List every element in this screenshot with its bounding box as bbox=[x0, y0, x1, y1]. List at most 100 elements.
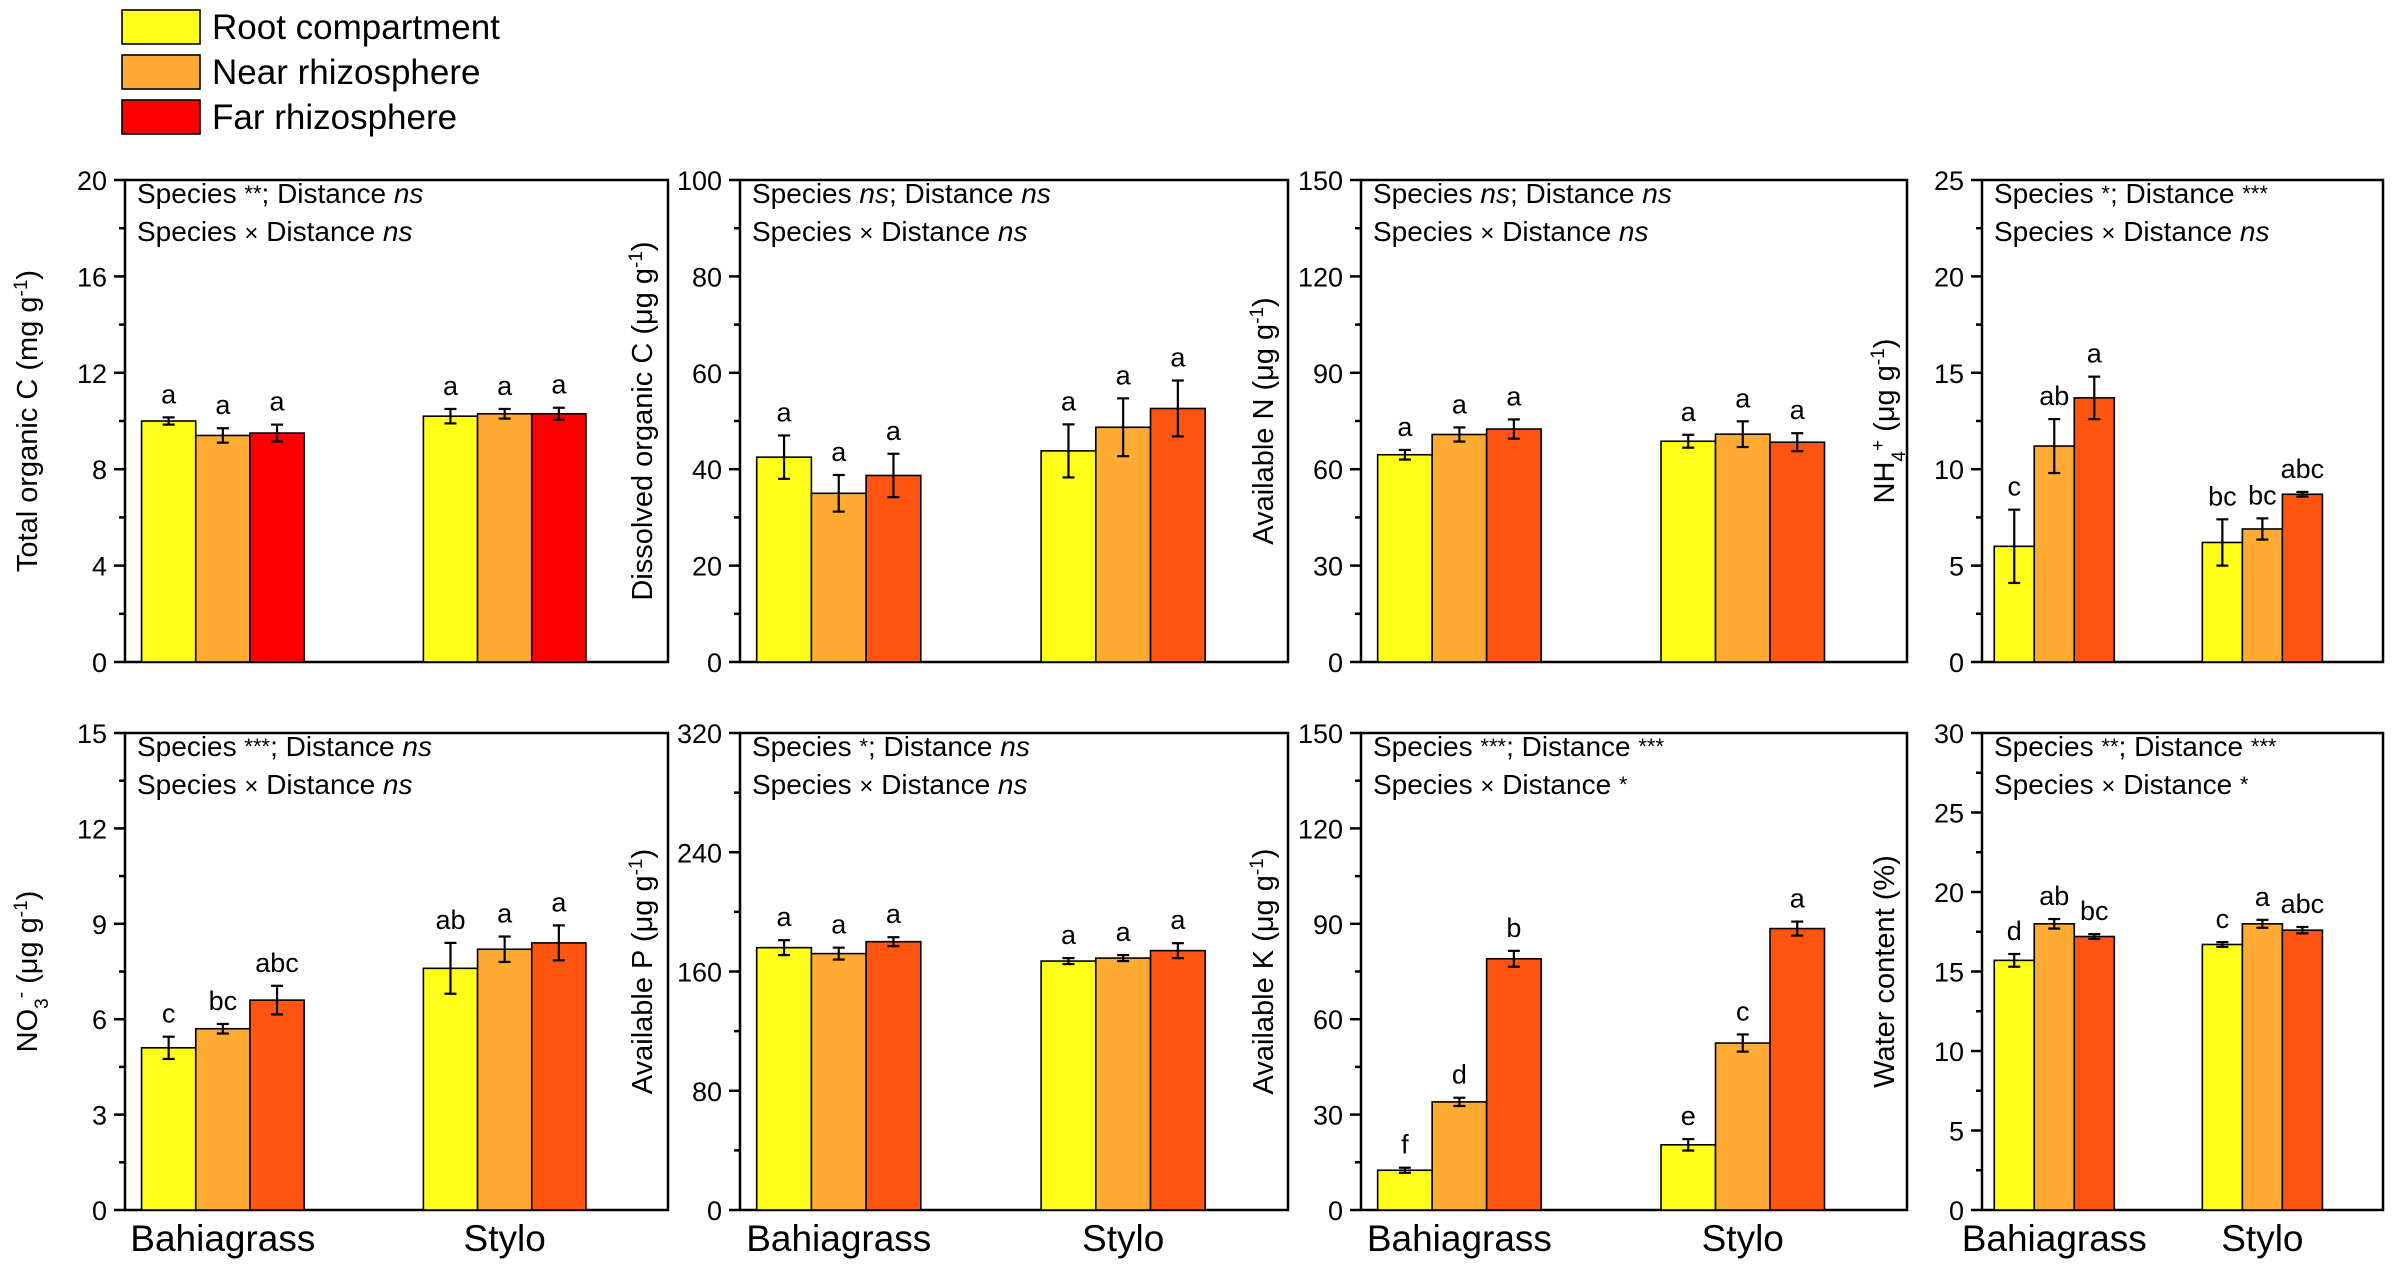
bar-bahiagrass-2 bbox=[1485, 957, 1542, 1211]
y-axis-title: Dissolved organic C (μg g-1) bbox=[626, 241, 660, 600]
stats-annotation-interaction: Species × Distance * bbox=[1994, 769, 2249, 800]
legend-swatch-0 bbox=[121, 9, 201, 45]
significance-letter: a bbox=[886, 899, 902, 929]
y-tick-label: 150 bbox=[1298, 719, 1343, 749]
y-tick-label: 20 bbox=[692, 552, 722, 582]
stats-annotation-main: Species ***; Distance ns bbox=[137, 731, 432, 762]
bar-stylo-2 bbox=[1149, 949, 1206, 1211]
significance-letter: d bbox=[2007, 916, 2022, 946]
bar-bahiagrass-2 bbox=[2073, 397, 2116, 663]
y-tick-label: 30 bbox=[1313, 1101, 1343, 1131]
bar-bahiagrass-1 bbox=[1431, 1101, 1488, 1211]
bar-bahiagrass-2 bbox=[249, 432, 305, 663]
significance-letter: c bbox=[1736, 996, 1750, 1026]
bar-stylo-0 bbox=[1660, 440, 1717, 663]
y-tick-label: 90 bbox=[1313, 910, 1343, 940]
significance-letter: a bbox=[777, 397, 793, 427]
category-label: Bahiagrass bbox=[1367, 1218, 1552, 1259]
y-tick-label: 30 bbox=[1934, 719, 1964, 749]
panels: 0 4 8 12 16 20 a a a a a a Species **; Distance ns Sp… bbox=[11, 166, 2385, 1259]
legend-label-2: Far rhizosphere bbox=[212, 98, 457, 137]
bar-bahiagrass-2 bbox=[865, 474, 922, 663]
significance-letter: a bbox=[831, 437, 847, 467]
y-tick-label: 60 bbox=[1313, 455, 1343, 485]
significance-letter: a bbox=[161, 379, 177, 409]
bar-stylo-0 bbox=[1040, 450, 1097, 663]
y-tick-label: 15 bbox=[1934, 359, 1964, 389]
y-tick-label: 60 bbox=[692, 359, 722, 389]
panel-total-organic-c: 0 4 8 12 16 20 a a a a a a Species **; Distance ns Sp… bbox=[11, 166, 670, 678]
legend-swatch-1 bbox=[121, 54, 201, 90]
significance-letter: a bbox=[1116, 917, 1132, 947]
significance-letter: abc bbox=[2281, 454, 2325, 484]
bar-stylo-2 bbox=[2281, 929, 2324, 1211]
category-label: Stylo bbox=[464, 1218, 546, 1259]
bar-bahiagrass-1 bbox=[194, 434, 251, 663]
significance-letter: a bbox=[2087, 339, 2103, 369]
y-tick-label: 0 bbox=[1949, 648, 1964, 678]
bar-bahiagrass-2 bbox=[2073, 935, 2116, 1211]
y-tick-label: 0 bbox=[1328, 648, 1343, 678]
y-tick-label: 320 bbox=[677, 719, 722, 749]
panel-available-k: 0 30 60 90 120 150 f d b Bahiagrass e c a Stylo Specie… bbox=[1247, 719, 1909, 1259]
y-tick-label: 12 bbox=[77, 359, 107, 389]
stats-annotation-main: Species *; Distance *** bbox=[1994, 178, 2268, 209]
stats-annotation-interaction: Species × Distance ns bbox=[752, 769, 1028, 800]
category-label: Bahiagrass bbox=[130, 1218, 315, 1259]
bar-bahiagrass-0 bbox=[140, 420, 197, 663]
legend: Root compartment Near rhizosphere Far rhiz… bbox=[121, 8, 500, 137]
significance-letter: a bbox=[1790, 395, 1806, 425]
category-label: Stylo bbox=[2221, 1218, 2303, 1259]
significance-letter: ab bbox=[435, 905, 465, 935]
y-tick-label: 3 bbox=[92, 1101, 107, 1131]
y-tick-label: 30 bbox=[1313, 552, 1343, 582]
significance-letter: a bbox=[1061, 920, 1077, 950]
significance-letter: a bbox=[1452, 389, 1468, 419]
bar-stylo-2 bbox=[1149, 407, 1206, 663]
significance-letter: a bbox=[443, 371, 459, 401]
y-tick-label: 240 bbox=[677, 838, 722, 868]
bar-stylo-2 bbox=[1769, 927, 1826, 1211]
stats-annotation-interaction: Species × Distance ns bbox=[752, 216, 1028, 247]
y-tick-label: 100 bbox=[677, 166, 722, 196]
significance-letter: a bbox=[1397, 412, 1413, 442]
y-tick-label: 160 bbox=[677, 958, 722, 988]
significance-letter: a bbox=[777, 902, 793, 932]
bar-bahiagrass-1 bbox=[810, 952, 867, 1211]
panel-dissolved-organic-c: 0 20 40 60 80 100 a a a a a a Species ns; Distance n… bbox=[626, 166, 1290, 678]
stats-annotation-interaction: Species × Distance * bbox=[1373, 769, 1628, 800]
bar-stylo-1 bbox=[476, 412, 533, 663]
significance-letter: a bbox=[1735, 383, 1751, 413]
stats-annotation-interaction: Species × Distance ns bbox=[137, 216, 413, 247]
stats-annotation-interaction: Species × Distance ns bbox=[1373, 216, 1649, 247]
y-tick-label: 20 bbox=[1934, 878, 1964, 908]
bar-bahiagrass-0 bbox=[1993, 959, 2036, 1211]
y-axis-title: Water content (%) bbox=[1869, 855, 1901, 1088]
y-axis-title: NO3- (μg g-1) bbox=[11, 891, 53, 1053]
significance-letter: a bbox=[215, 390, 231, 420]
bar-bahiagrass-1 bbox=[1431, 433, 1488, 663]
y-tick-label: 0 bbox=[707, 648, 722, 678]
bar-stylo-1 bbox=[2241, 528, 2284, 663]
bar-bahiagrass-2 bbox=[1485, 428, 1542, 663]
panel-available-n: 0 30 60 90 120 150 a a a a a a Species ns; Distance … bbox=[1247, 166, 1909, 678]
y-tick-label: 0 bbox=[1949, 1196, 1964, 1226]
significance-letter: a bbox=[497, 899, 513, 929]
panel-available-p: 0 80 160 240 320 a a a Bahiagrass a a a Stylo Species… bbox=[626, 719, 1290, 1259]
bar-bahiagrass-0 bbox=[1376, 1169, 1433, 1211]
y-tick-label: 5 bbox=[1949, 552, 1964, 582]
significance-letter: bc bbox=[209, 986, 238, 1016]
significance-letter: abc bbox=[255, 948, 299, 978]
bar-stylo-1 bbox=[476, 948, 533, 1211]
bar-stylo-1 bbox=[1714, 433, 1771, 663]
y-tick-label: 80 bbox=[692, 1077, 722, 1107]
bar-bahiagrass-0 bbox=[755, 946, 813, 1211]
bar-stylo-2 bbox=[530, 412, 587, 663]
bar-stylo-1 bbox=[1095, 426, 1152, 663]
stats-annotation-main: Species **; Distance ns bbox=[137, 178, 423, 209]
y-axis-title: Total organic C (mg g-1) bbox=[11, 270, 45, 572]
legend-label-0: Root compartment bbox=[212, 8, 500, 47]
y-axis-title: Available P (μg g-1) bbox=[626, 849, 660, 1094]
significance-letter: a bbox=[2255, 882, 2271, 912]
